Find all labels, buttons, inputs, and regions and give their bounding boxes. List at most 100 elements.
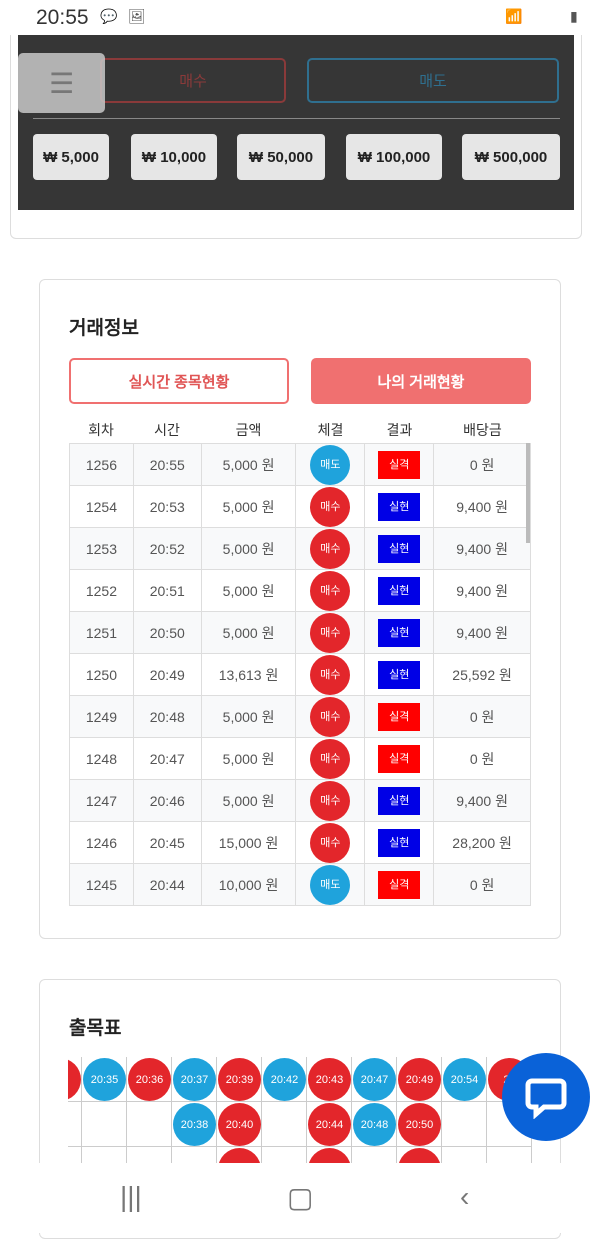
back-icon[interactable]: ‹ [460, 1181, 470, 1212]
execution-badge: 매도 [310, 864, 351, 905]
recent-apps-icon[interactable]: ||| [120, 1181, 142, 1212]
buy-button[interactable]: 매수 [100, 58, 286, 103]
execution-badge: 매수 [310, 696, 351, 737]
table-cell: 실현 [364, 569, 435, 612]
amount-100000-button[interactable]: ₩ 100,000 [346, 134, 442, 180]
result-dot: 20:48 [353, 1103, 396, 1146]
grid-cell [262, 1102, 307, 1147]
grid-cell [352, 1057, 397, 1102]
table-row: 1250 20:49 13,613 원 매수 실현 25,592 원 [69, 653, 531, 696]
android-nav-bar: ||| ▢ ‹ [0, 1163, 600, 1233]
result-badge: 실격 [378, 870, 421, 899]
table-row: 1252 20:51 5,000 원 매수 실현 9,400 원 [69, 569, 531, 612]
result-dot [218, 1148, 261, 1163]
bet-panel [18, 35, 574, 210]
result-dot: 20:37 [173, 1058, 216, 1101]
execution-badge: 매수 [310, 738, 351, 779]
table-cell: 5,000 원 [200, 611, 297, 654]
result-badge: 실현 [378, 576, 421, 605]
grid-cell [352, 1102, 397, 1147]
grid-cell [68, 1102, 82, 1147]
buy-label: 매수 [179, 73, 207, 90]
table-cell: 1256 [69, 443, 134, 486]
table-row: 1254 20:53 5,000 원 매수 실현 9,400 원 [69, 485, 531, 528]
result-dot: 20:36 [128, 1058, 171, 1101]
battery-icon: ▮ [570, 8, 578, 24]
result-dot: 20:35 [83, 1058, 126, 1101]
table-row: 1249 20:48 5,000 원 매수 실격 0 원 [69, 695, 531, 738]
table-cell: 9,400 원 [433, 611, 531, 654]
grid-cell [68, 1057, 82, 1102]
grid-cell [442, 1057, 487, 1102]
result-badge: 실현 [378, 786, 421, 815]
table-cell: 0 원 [433, 737, 531, 780]
table-cell: 실현 [364, 485, 435, 528]
result-grid: 420:3520:3620:3720:3820:3920:4020:4220:4… [68, 1057, 533, 1163]
table-cell: 0 원 [433, 443, 531, 486]
status-time: 20:55 [36, 6, 89, 29]
result-dot: 20:40 [218, 1103, 261, 1146]
table-cell: 1245 [69, 863, 134, 906]
table-cell: 5,000 원 [200, 737, 297, 780]
result-badge: 실현 [378, 534, 421, 563]
table-cell: 실현 [364, 779, 435, 822]
table-cell: 9,400 원 [433, 779, 531, 822]
table-cell: 5,000 원 [200, 695, 297, 738]
execution-badge: 매수 [310, 570, 351, 611]
grid-cell [307, 1057, 352, 1102]
sell-button[interactable]: 매도 [307, 58, 559, 103]
tab-realtime[interactable]: 실시간 종목현황 [69, 358, 289, 404]
table-row: 1245 20:44 10,000 원 매도 실격 0 원 [69, 863, 531, 906]
grid-cell [172, 1102, 217, 1147]
execution-badge: 매수 [310, 780, 351, 821]
table-cell: 20:44 [132, 863, 202, 906]
result-badge: 실현 [378, 618, 421, 647]
chat-icon [525, 1078, 567, 1119]
table-cell: 매수 [295, 611, 366, 654]
table-cell: 20:45 [132, 821, 202, 864]
grid-cell [172, 1057, 217, 1102]
chat-button[interactable] [502, 1053, 590, 1141]
table-cell: 실격 [364, 695, 435, 738]
result-badge: 실현 [378, 660, 421, 689]
table-cell: 실격 [364, 863, 435, 906]
result-dot: 20:50 [398, 1103, 441, 1146]
grid-cell [217, 1057, 262, 1102]
table-cell: 9,400 원 [433, 485, 531, 528]
amount-50000-button[interactable]: ₩ 50,000 [237, 134, 325, 180]
tab-mine[interactable]: 나의 거래현황 [311, 358, 531, 404]
table-cell: 매수 [295, 485, 366, 528]
table-cell: 실현 [364, 611, 435, 654]
execution-badge: 매수 [310, 822, 351, 863]
result-badge: 실현 [378, 492, 421, 521]
scrollbar[interactable] [526, 443, 530, 543]
table-cell: 13,613 원 [200, 653, 297, 696]
execution-badge: 매수 [310, 528, 351, 569]
table-cell: 20:52 [132, 527, 202, 570]
grid-cell [82, 1102, 127, 1147]
column-header: 배당금 [463, 422, 502, 438]
table-cell: 매수 [295, 821, 366, 864]
table-cell: 5,000 원 [200, 443, 297, 486]
amount-10000-button[interactable]: ₩ 10,000 [131, 134, 217, 180]
table-cell: 1254 [69, 485, 134, 528]
amount-500000-button[interactable]: ₩ 500,000 [462, 134, 560, 180]
column-header: 금액 [235, 422, 262, 438]
result-badge: 실격 [378, 744, 421, 773]
home-icon[interactable]: ▢ [287, 1182, 314, 1213]
table-row: 1251 20:50 5,000 원 매수 실현 9,400 원 [69, 611, 531, 654]
grid-cell [127, 1147, 172, 1163]
table-cell: 매수 [295, 653, 366, 696]
column-header: 체결 [317, 422, 344, 438]
table-cell: 1249 [69, 695, 134, 738]
result-dot: 20:42 [263, 1058, 306, 1101]
table-cell: 1252 [69, 569, 134, 612]
grid-cell [262, 1147, 307, 1163]
grid-cell [307, 1147, 352, 1163]
menu-button[interactable]: ☰ [18, 53, 105, 113]
table-cell: 20:50 [132, 611, 202, 654]
tab-realtime-label: 실시간 종목현황 [128, 373, 230, 391]
wifi-icon: 📶 [505, 8, 523, 24]
amount-5000-button[interactable]: ₩ 5,000 [33, 134, 109, 180]
